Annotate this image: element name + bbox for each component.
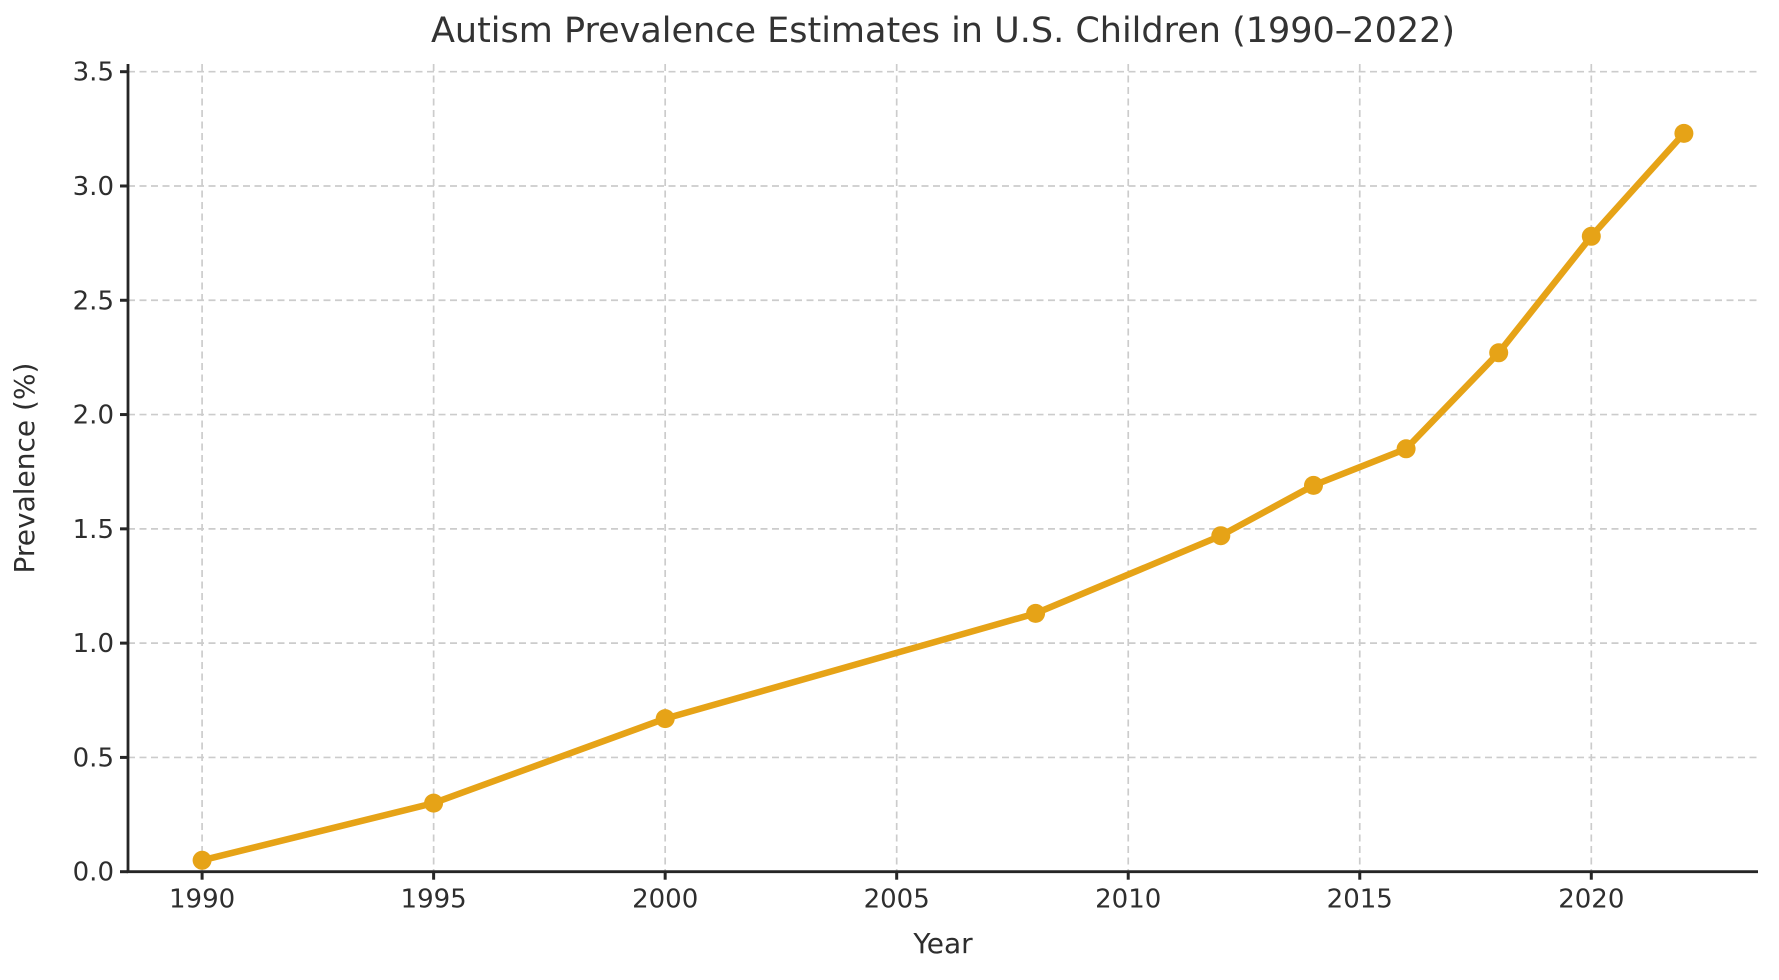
data-point-marker [1489, 343, 1509, 363]
x-tick-label: 2010 [1095, 885, 1161, 915]
data-point-marker [1396, 439, 1416, 459]
data-point-marker [1581, 226, 1601, 246]
data-point-marker [424, 793, 444, 813]
y-tick-label: 0.5 [73, 743, 114, 773]
y-tick-labels: 0.0 0.5 1.0 1.5 2.0 2.5 3.0 3.5 [73, 58, 114, 888]
series-line [198, 130, 1688, 864]
data-point-marker [655, 709, 675, 729]
data-point-marker [1026, 603, 1046, 623]
y-tick-label: 2.0 [73, 401, 114, 431]
tick-marks [120, 70, 1593, 880]
x-axis-label: Year [912, 927, 973, 960]
data-point-marker [192, 850, 212, 870]
y-tick-label: 3.5 [73, 58, 114, 88]
axis-spines [126, 64, 1758, 874]
x-tick-label: 2000 [632, 885, 698, 915]
y-axis-label: Prevalence (%) [8, 363, 41, 574]
x-tick-label: 2015 [1327, 885, 1393, 915]
y-tick-label: 3.0 [73, 172, 114, 202]
x-tick-label: 2005 [864, 885, 930, 915]
y-tick-label: 0.0 [73, 858, 114, 888]
y-tick-label: 2.5 [73, 286, 114, 316]
x-tick-label: 1990 [169, 885, 235, 915]
data-point-marker [1304, 475, 1323, 495]
x-tick-label: 1995 [401, 885, 467, 915]
data-point-marker [1211, 526, 1231, 546]
x-tick-labels: 1990 1995 2000 2005 2010 2015 2020 [169, 885, 1624, 915]
data-point-marker [1674, 123, 1694, 143]
y-tick-label: 1.0 [73, 629, 114, 659]
y-tick-label: 1.5 [73, 515, 114, 545]
x-tick-label: 2020 [1558, 885, 1624, 915]
gridlines [128, 64, 1758, 872]
chart-title: Autism Prevalence Estimates in U.S. Chil… [431, 11, 1455, 51]
series-markers [192, 123, 1694, 870]
